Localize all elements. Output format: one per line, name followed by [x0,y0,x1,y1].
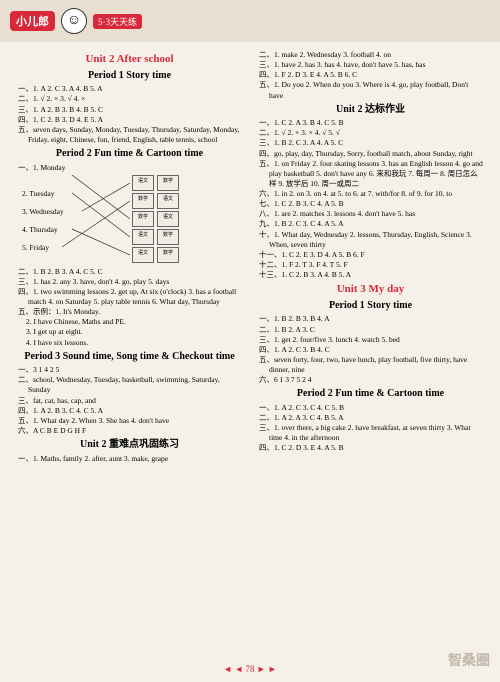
answer-line: 六、A C B E D G H F [18,426,243,436]
answer-line: 四、1. two swimming lessons 2. get up, At … [18,287,243,307]
content-area: Unit 2 After school Period 1 Story time … [0,42,500,662]
answer-line: 四、1. A 2. B 3. C 4. C 5. A [18,406,243,416]
unit2-dabiao-title: Unit 2 达标作业 [257,103,484,117]
left-column: Unit 2 After school Period 1 Story time … [16,50,243,662]
answer-line: 四、1. C 2. B 3. D 4. E 5. A [18,115,243,125]
unit2-title: Unit 2 After school [16,52,243,67]
answer-line: 二、1. √ 2. × 3. × 4. √ 5. √ [259,128,484,138]
answer-line: 四、go, play, day, Thursday, Sorry, footba… [259,149,484,159]
matching-diagram: 2. Tuesday 3. Wednesday 4. Thursday 5. F… [22,175,243,265]
answer-line: 一、1. Maths, family 2. after, aunt 3. mak… [18,454,243,464]
answer-line: 五、1. What day 2. When 3. She has 4. don'… [18,416,243,426]
page-header: 小儿郎 ☺ 5·3天天练 [0,0,500,42]
answer-line: 二、1. √ 2. × 3. √ 4. × [18,94,243,104]
watermark: 智桑圈 [448,650,490,670]
period2-title: Period 2 Fun time & Cartoon time [16,147,243,161]
answer-line: 二、1. B 2. B 3. A 4. C 5. C [18,267,243,277]
unit2-review-title: Unit 2 重难点巩固练习 [16,438,243,452]
answer-line: 五、seven forty, four, two, have lunch, pl… [259,355,484,375]
answer-line: 七、1. C 2. B 3. C 4. A 5. B [259,199,484,209]
unit3-period2-title: Period 2 Fun time & Cartoon time [257,387,484,401]
answer-line: 二、1. A 2. A 3. C 4. B 5. A [259,413,484,423]
series-badge: 5·3天天练 [93,14,142,29]
answer-line: 十三、1. C 2. B 3. A 4. B 5. A [259,270,484,280]
answer-line: 九、1. B 2. C 3. C 4. A 5. A [259,219,484,229]
answer-line: 六、1. in 2. on 3. on 4. at 5. to 6. at 7.… [259,189,484,199]
answer-line: 四、1. F 2. D 3. E 4. A 5. B 6. C [259,70,484,80]
brand-logo: 小儿郎 [10,11,55,31]
cartoon-face-icon: ☺ [61,8,87,34]
answer-line: 三、1. get 2. four/five 3. lunch 4. watch … [259,335,484,345]
answer-line: 一、1. C 2. A 3. B 4. C 5. B [259,118,484,128]
answer-line: 八、1. are 2. matches 3. lessons 4. don't … [259,209,484,219]
answer-line: 十二、1. F 2. T 3. F 4. T 5. F [259,260,484,270]
answer-line: 一、1. A 2. C 3. A 4. B 5. A [18,84,243,94]
answer-line: 十一、1. C 2. E 3. D 4. A 5. B 6. F [259,250,484,260]
answer-line: 一、1. A 2. C 3. C 4. C 5. B [259,403,484,413]
answer-line: 五、1. on Friday 2. four skating lessons 3… [259,159,484,189]
matching-lines-icon [22,175,192,265]
unit3-period1-title: Period 1 Story time [257,299,484,313]
period1-title: Period 1 Story time [16,69,243,83]
answer-line: 一、1. B 2. B 3. B 4. A [259,314,484,324]
answer-line: 三、1. B 2. C 3. A 4. A 5. C [259,138,484,148]
answer-line: 二、1. make 2. Wednesday 3. football 4. on [259,50,484,60]
answer-line: 五、1. Do you 2. When do you 3. Where is 4… [259,80,484,100]
answer-line: 五、seven days, Sunday, Monday, Tuesday, T… [18,125,243,145]
answer-subline: 4. I have six lessons. [16,338,243,348]
answer-subline: 2. I have Chinese, Maths and PE. [16,317,243,327]
period3-title: Period 3 Sound time, Song time & Checkou… [16,350,243,364]
answer-line: 二、school, Wednesday, Tuesday, basketball… [18,375,243,395]
answer-line: 四、1. A 2. C 3. B 4. C [259,345,484,355]
answer-line: 六、6 1 3 7 5 2 4 [259,375,484,385]
answer-line: 四、1. C 2. D 3. E 4. A 5. B [259,443,484,453]
answer-line: 一、3 1 4 2 5 [18,365,243,375]
answer-line: 三、fat, cat, has, cap, and [18,396,243,406]
answer-line: 三、1. have 2. has 3. has 4. have, don't h… [259,60,484,70]
answer-subline: 3. I get up at eight. [16,327,243,337]
answer-line: 三、1. A 2. B 3. B 4. B 5. C [18,105,243,115]
answer-line: 三、1. over there, a big cake 2. have brea… [259,423,484,443]
unit3-title: Unit 3 My day [257,282,484,297]
right-column: 二、1. make 2. Wednesday 3. football 4. on… [257,50,484,662]
answer-line: 三、1. has 2. any 3. have, don't 4. go, pl… [18,277,243,287]
answer-line: 五、示例：1. It's Monday. [18,307,243,317]
page-footer: ◄ ◄ 78 ► ► [0,664,500,674]
answer-line: 二、1. B 2. A 3. C [259,325,484,335]
answer-line: 一、1. Monday [18,163,243,173]
answer-line: 十、1. What day, Wednesday 2. lessons, Thu… [259,230,484,250]
